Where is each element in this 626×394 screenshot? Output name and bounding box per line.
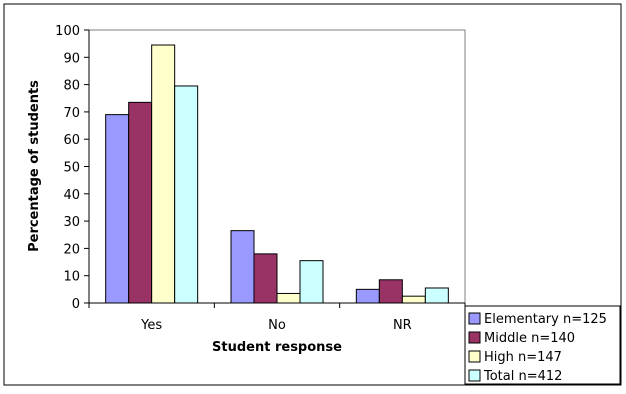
bar-4-2 (299, 260, 324, 304)
x-tick-label: Yes (140, 318, 162, 333)
y-tick-label: 100 (55, 24, 80, 39)
y-tick-label: 70 (63, 106, 80, 121)
legend-label: High n=147 (484, 350, 562, 365)
x-axis-title: Student response (212, 340, 342, 355)
y-axis: 0 10 20 30 40 50 60 70 80 90 100 (55, 24, 90, 312)
y-tick-label: 30 (63, 215, 80, 230)
x-tick-label: No (268, 318, 286, 333)
bar-4-1 (174, 85, 199, 304)
legend-swatch (468, 350, 481, 363)
bar-1-2 (230, 230, 255, 304)
y-tick-label: 20 (63, 242, 80, 257)
bar-2-1 (128, 101, 153, 304)
bar-2-3 (378, 279, 403, 304)
y-tick-label: 10 (63, 270, 80, 285)
legend-swatch (468, 312, 481, 325)
y-tick-label: 90 (63, 51, 80, 66)
y-tick-label: 60 (63, 133, 80, 148)
bar-3-1 (151, 44, 176, 304)
bar-3-3 (401, 295, 426, 304)
legend-label: Total n=412 (483, 369, 562, 384)
legend-label: Elementary n=125 (484, 312, 607, 327)
x-axis: Yes No NR (88, 302, 466, 333)
legend-label: Middle n=140 (484, 331, 575, 346)
bars-group (105, 44, 449, 304)
y-tick-label: 50 (63, 161, 80, 176)
x-tick-label: NR (393, 318, 412, 333)
legend: Elementary n=125 Middle n=140 High n=147 To… (464, 305, 621, 385)
legend-swatch (468, 369, 481, 382)
bar-1-1 (105, 114, 130, 304)
bar-1-3 (355, 288, 380, 304)
bar-4-3 (424, 287, 449, 304)
legend-box (464, 305, 621, 385)
y-tick-label: 40 (63, 188, 80, 203)
y-tick-label: 80 (63, 79, 80, 94)
bar-2-2 (253, 253, 278, 304)
bar-3-2 (276, 292, 301, 304)
legend-swatch (468, 331, 481, 344)
y-axis-title: Percentage of students (27, 80, 42, 252)
y-tick-label: 0 (72, 297, 80, 312)
